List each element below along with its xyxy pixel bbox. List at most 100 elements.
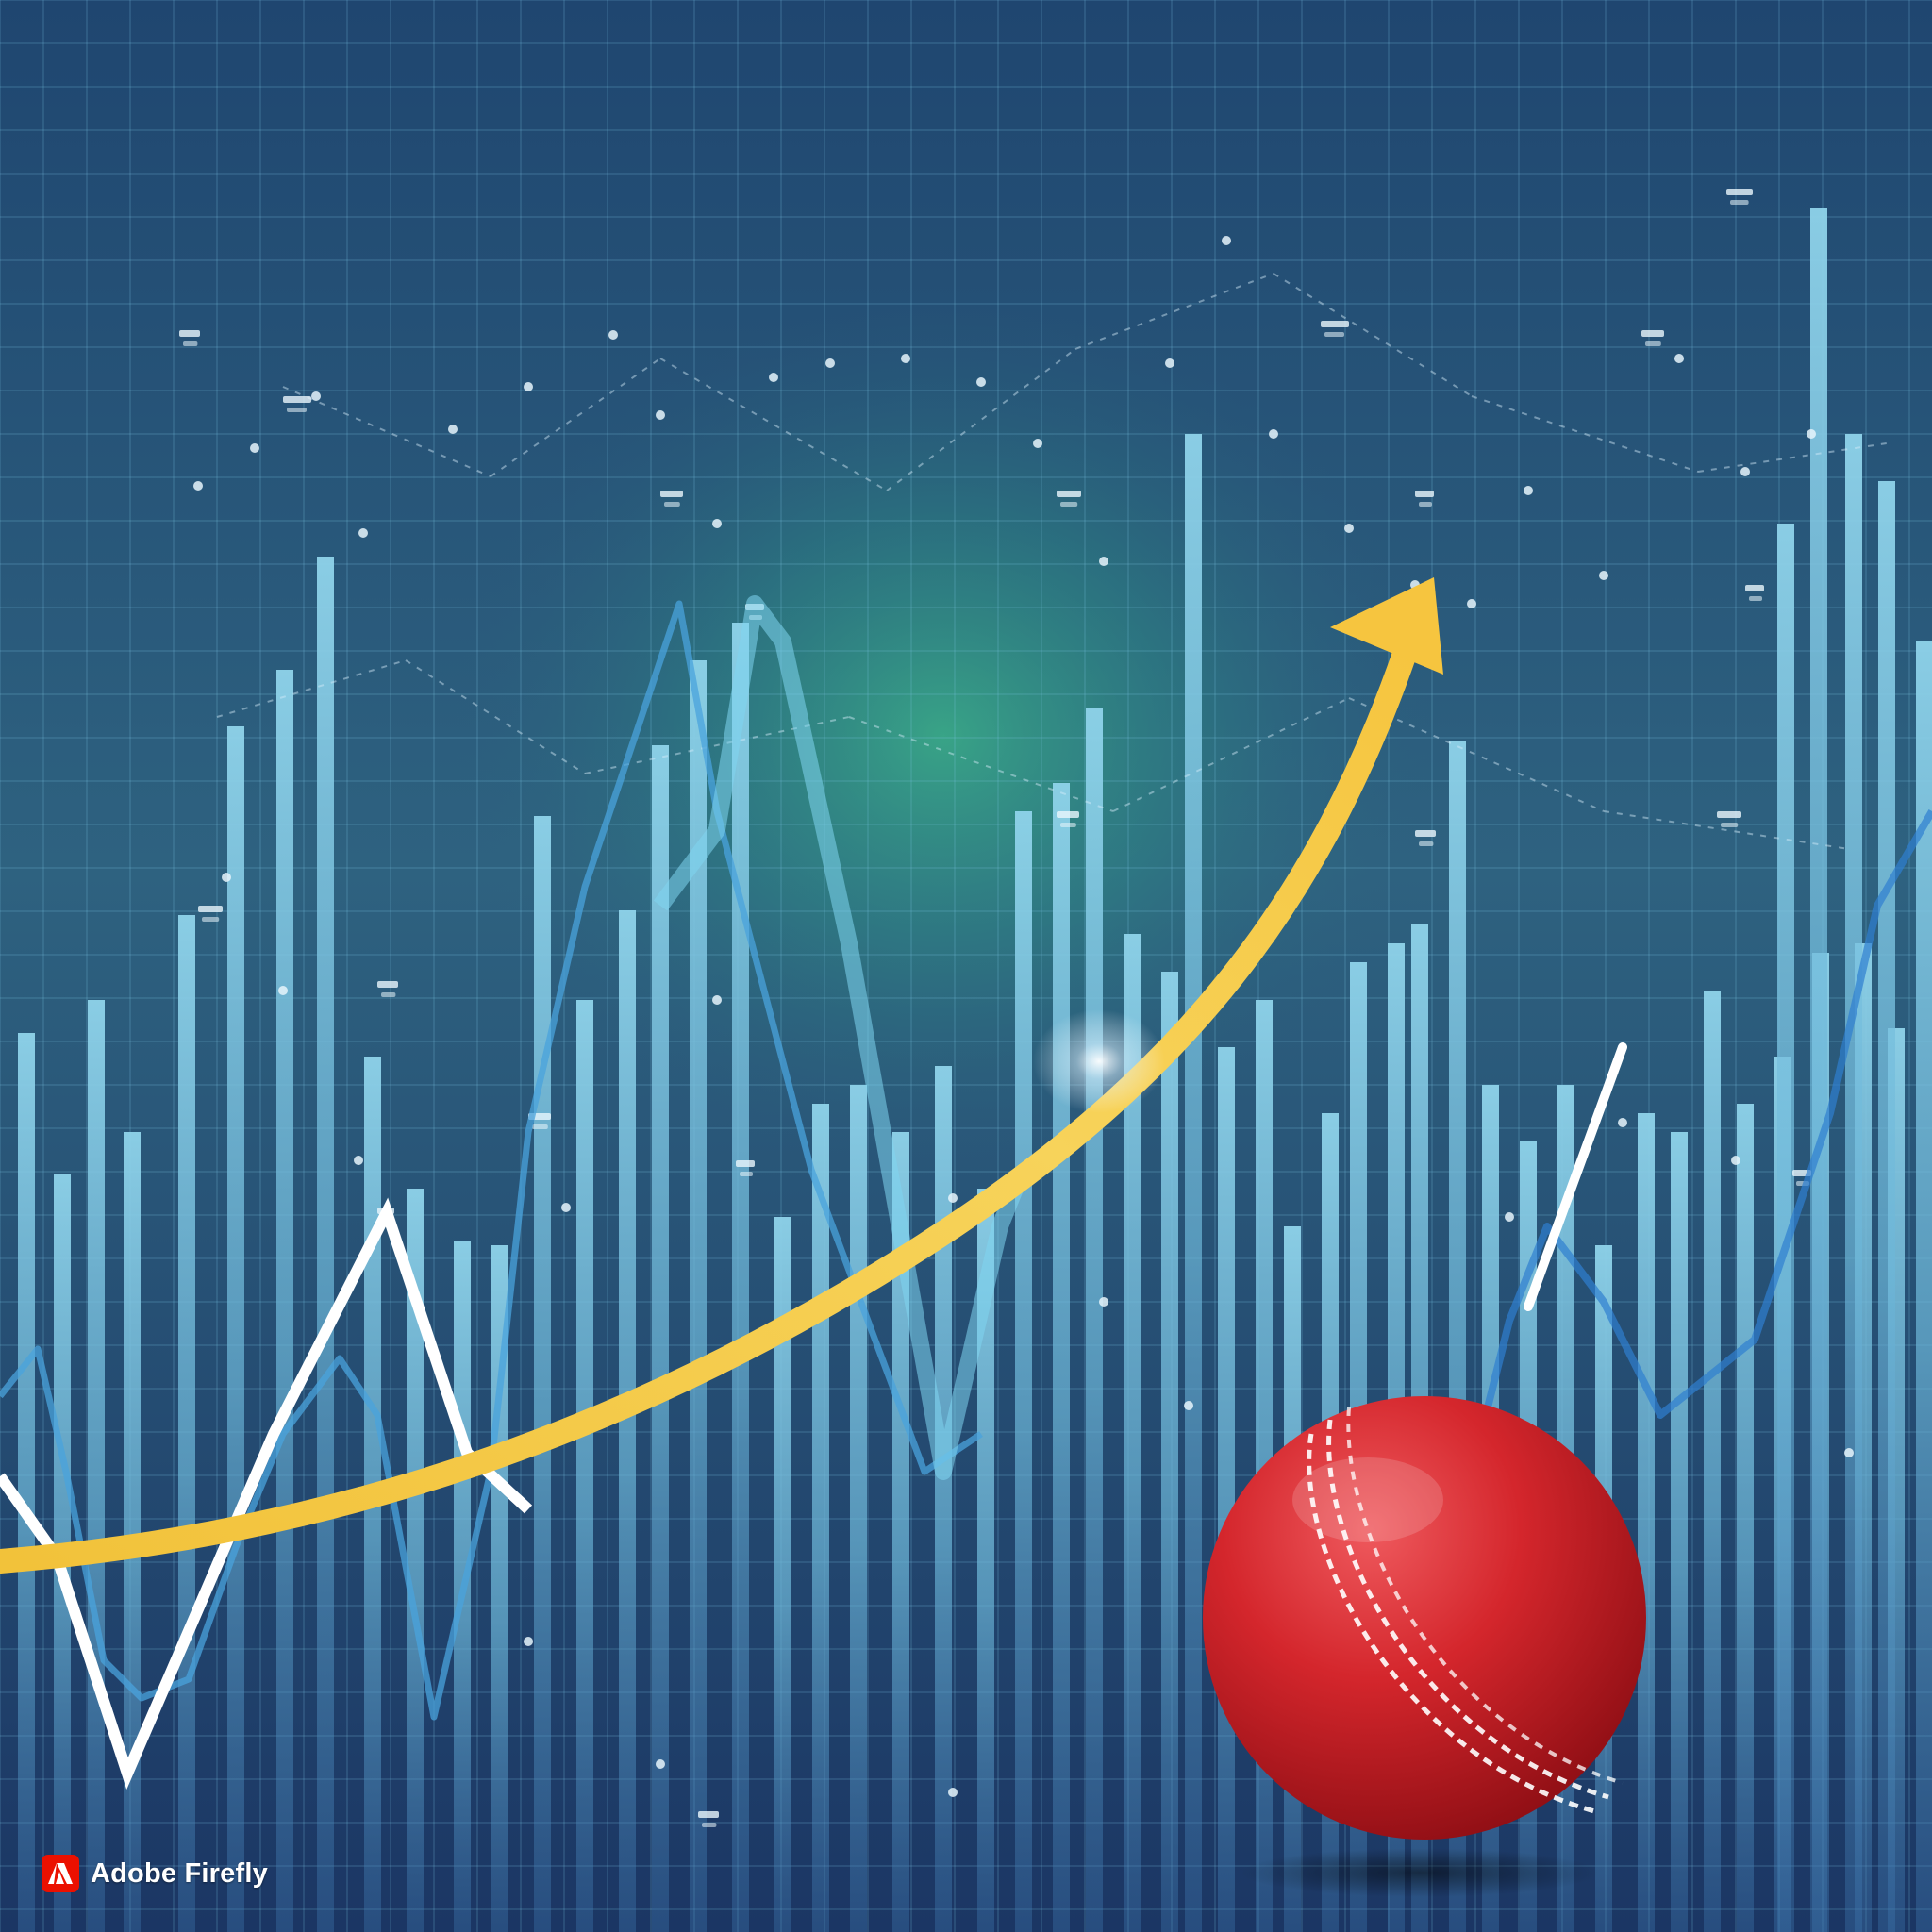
adobe-logo-icon <box>42 1855 79 1892</box>
annotation-mark <box>1749 596 1762 601</box>
bar <box>18 1033 35 1932</box>
cyan-zigzag-line <box>653 595 1027 1480</box>
bar <box>1704 991 1721 1932</box>
annotation-mark <box>377 981 398 988</box>
data-dot <box>354 1156 363 1165</box>
data-dot <box>1618 1118 1627 1127</box>
bar <box>1161 972 1178 1932</box>
ball-body <box>1203 1396 1646 1840</box>
watermark-brand: Adobe Firefly <box>91 1857 268 1889</box>
bar <box>1218 1047 1235 1932</box>
trend-arrow-head <box>1330 577 1443 675</box>
data-dot <box>948 1788 958 1797</box>
annotation-mark <box>1419 841 1434 846</box>
data-dot <box>358 528 368 538</box>
watermark: Adobe Firefly <box>42 1855 268 1892</box>
bar <box>88 1000 105 1932</box>
annotation-mark <box>381 992 396 997</box>
bar <box>407 1189 424 1932</box>
annotation-mark <box>287 408 307 412</box>
scattered-annotations <box>179 189 1888 1827</box>
annotation-dash <box>1074 273 1274 350</box>
bar <box>935 1066 952 1932</box>
data-dot <box>1844 1448 1854 1457</box>
bar <box>850 1085 867 1932</box>
bar <box>124 1132 141 1932</box>
data-dot <box>1731 1156 1740 1165</box>
ball-shadow <box>1241 1848 1599 1897</box>
annotation-mark <box>1057 491 1081 497</box>
data-dot <box>1033 439 1042 448</box>
data-dot <box>901 354 910 363</box>
data-dot <box>656 410 665 420</box>
annotation-mark <box>736 1160 755 1167</box>
ball-seam-outer <box>1307 1433 1595 1814</box>
data-dot <box>1099 557 1108 566</box>
data-dot <box>948 1193 958 1203</box>
bar <box>1810 208 1827 1932</box>
data-dot <box>1807 429 1816 439</box>
data-dot <box>311 391 321 401</box>
annotation-mark <box>1726 189 1753 195</box>
bar <box>1916 641 1932 1932</box>
data-dot <box>1269 429 1278 439</box>
bar <box>1777 524 1794 1932</box>
right-blue-line <box>1468 808 1932 1473</box>
annotation-dash <box>1112 697 1350 812</box>
bar <box>690 660 707 1932</box>
ball-seam-mid <box>1326 1419 1609 1800</box>
annotation-mark <box>1730 200 1749 205</box>
data-dot <box>278 986 288 995</box>
data-dot <box>608 330 618 340</box>
annotation-dash <box>282 386 491 477</box>
bar <box>276 670 293 1932</box>
data-dot <box>1165 358 1174 368</box>
data-dot <box>1467 599 1476 608</box>
bar <box>892 1132 909 1932</box>
data-dot <box>561 1203 571 1212</box>
annotation-mark <box>660 491 683 497</box>
data-dot <box>1524 486 1533 495</box>
bar <box>619 910 636 1932</box>
data-dot <box>524 1637 533 1646</box>
annotation-mark <box>179 330 200 337</box>
annotation-dash <box>1603 810 1850 850</box>
bar <box>1737 1104 1754 1932</box>
white-rising-line <box>1524 1042 1627 1311</box>
data-dot <box>825 358 835 368</box>
annotation-dash <box>490 358 661 477</box>
bar <box>227 726 244 1932</box>
annotation-mark <box>1721 823 1739 827</box>
annotation-mark <box>183 341 198 346</box>
bar <box>774 1217 791 1932</box>
annotation-mark <box>702 1823 717 1827</box>
annotation-mark <box>1415 491 1434 497</box>
ball-seam-inner <box>1346 1407 1624 1785</box>
data-dot <box>448 425 458 434</box>
bar <box>652 745 669 1932</box>
annotation-mark <box>664 502 680 507</box>
bar <box>1185 434 1202 1932</box>
center-glow <box>453 302 1434 1170</box>
data-dot <box>524 382 533 391</box>
annotation-mark <box>1641 330 1664 337</box>
annotation-mark <box>1717 811 1741 818</box>
annotation-mark <box>1745 585 1764 591</box>
annotation-mark <box>1060 502 1078 507</box>
annotation-mark <box>1060 823 1076 827</box>
bar <box>1053 783 1070 1932</box>
annotation-mark <box>1324 332 1344 337</box>
bar <box>1124 934 1141 1932</box>
bar <box>534 816 551 1932</box>
annotation-mark <box>740 1172 753 1176</box>
data-dot <box>1184 1401 1193 1410</box>
trend-arrow-shaft <box>0 639 1418 1574</box>
ball-highlight <box>1292 1457 1443 1542</box>
data-dot <box>769 373 778 382</box>
bar <box>1638 1113 1655 1932</box>
data-dot <box>1222 236 1231 245</box>
data-dot <box>250 443 259 453</box>
bar <box>1086 708 1103 1932</box>
bar <box>732 623 749 1932</box>
